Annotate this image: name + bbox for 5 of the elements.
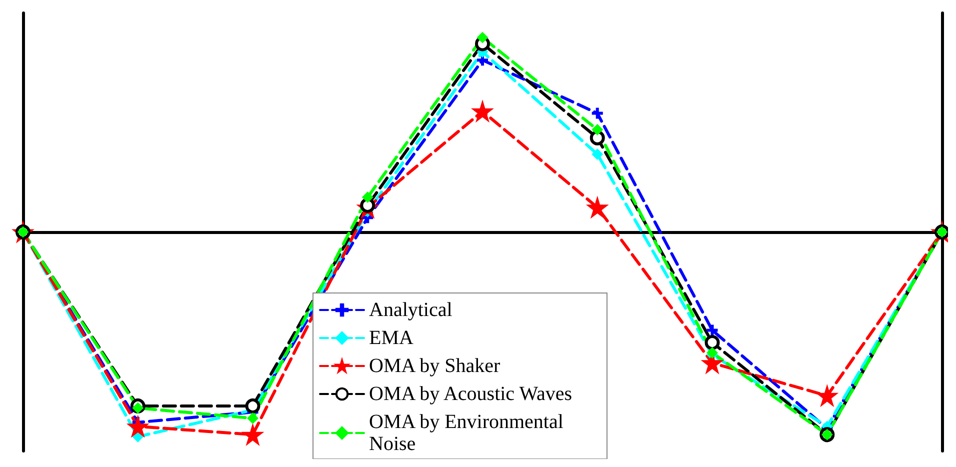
legend-label: Analytical [369, 299, 453, 321]
legend-label: OMA by Environmental Noise [369, 411, 568, 455]
legend-label: EMA [369, 327, 414, 349]
legend-label: OMA by Shaker [369, 355, 500, 377]
legend-label: OMA by Acoustic Waves [369, 383, 572, 405]
